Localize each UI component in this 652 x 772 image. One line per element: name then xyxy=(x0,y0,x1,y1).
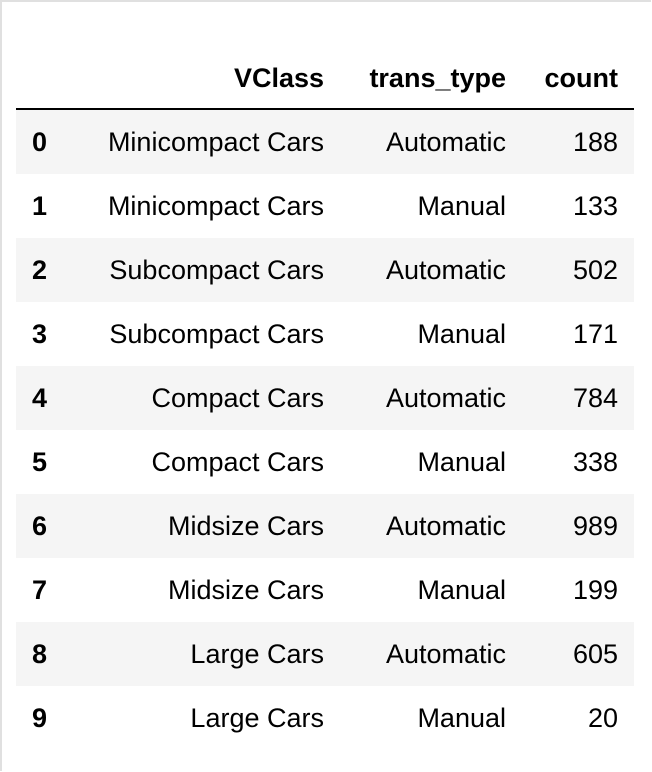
cell-count: 133 xyxy=(572,190,618,221)
cell-trans-type: Manual xyxy=(417,702,506,733)
cell-trans-type: Automatic xyxy=(385,126,506,157)
table-row: 4 Compact Cars Automatic 784 xyxy=(16,366,634,430)
row-index: 4 xyxy=(32,382,48,413)
table-row: 3 Subcompact Cars Manual 171 xyxy=(16,302,634,366)
header-index xyxy=(16,48,66,110)
table-row: 7 Midsize Cars Manual 199 xyxy=(16,558,634,622)
cell-count: 989 xyxy=(572,510,618,541)
table-row: 2 Subcompact Cars Automatic 502 xyxy=(16,238,634,302)
cell-trans-type: Manual xyxy=(417,190,506,221)
cell-vclass: Minicompact Cars xyxy=(107,126,324,157)
cell-vclass: Subcompact Cars xyxy=(109,318,324,349)
row-index: 1 xyxy=(32,190,48,221)
cell-count: 502 xyxy=(572,254,618,285)
cell-trans-type: Automatic xyxy=(385,382,506,413)
cell-vclass: Subcompact Cars xyxy=(109,254,324,285)
cell-count: 199 xyxy=(572,574,618,605)
table-body: 0 Minicompact Cars Automatic 188 1 Minicompac… xyxy=(16,109,634,750)
cell-trans-type: Manual xyxy=(417,446,506,477)
header-trans-type: trans_type xyxy=(340,48,522,110)
cell-vclass: Large Cars xyxy=(190,702,324,733)
cell-vclass: Large Cars xyxy=(190,638,324,669)
header-count: count xyxy=(522,48,634,110)
cell-trans-type: Manual xyxy=(417,574,506,605)
cell-count: 171 xyxy=(572,318,618,349)
header-row: VClass trans_type count xyxy=(16,48,634,110)
cell-vclass: Compact Cars xyxy=(151,446,324,477)
table-row: 9 Large Cars Manual 20 xyxy=(16,686,634,750)
cell-vclass: Minicompact Cars xyxy=(107,190,324,221)
header-vclass: VClass xyxy=(66,48,340,110)
table-row: 1 Minicompact Cars Manual 133 xyxy=(16,174,634,238)
cell-vclass: Midsize Cars xyxy=(167,510,324,541)
cell-trans-type: Manual xyxy=(417,318,506,349)
row-index: 2 xyxy=(32,254,48,285)
cell-count: 20 xyxy=(587,702,618,733)
cell-vclass: Midsize Cars xyxy=(167,574,324,605)
cell-trans-type: Automatic xyxy=(385,510,506,541)
row-index: 9 xyxy=(32,702,48,733)
cell-trans-type: Automatic xyxy=(385,254,506,285)
dataframe-table: VClass trans_type count 0 Minicompact Car… xyxy=(16,48,634,750)
table-row: 5 Compact Cars Manual 338 xyxy=(16,430,634,494)
cell-vclass: Compact Cars xyxy=(151,382,324,413)
row-index: 5 xyxy=(32,446,48,477)
cell-trans-type: Automatic xyxy=(385,638,506,669)
row-index: 8 xyxy=(32,638,48,669)
table-row: 8 Large Cars Automatic 605 xyxy=(16,622,634,686)
table-header: VClass trans_type count xyxy=(16,48,634,110)
cell-count: 338 xyxy=(572,446,618,477)
row-index: 0 xyxy=(32,126,48,157)
cell-count: 188 xyxy=(572,126,618,157)
row-index: 3 xyxy=(32,318,48,349)
table-row: 0 Minicompact Cars Automatic 188 xyxy=(16,109,634,174)
cell-count: 784 xyxy=(572,382,618,413)
row-index: 6 xyxy=(32,510,48,541)
cell-count: 605 xyxy=(572,638,618,669)
row-index: 7 xyxy=(32,574,48,605)
table-row: 6 Midsize Cars Automatic 989 xyxy=(16,494,634,558)
